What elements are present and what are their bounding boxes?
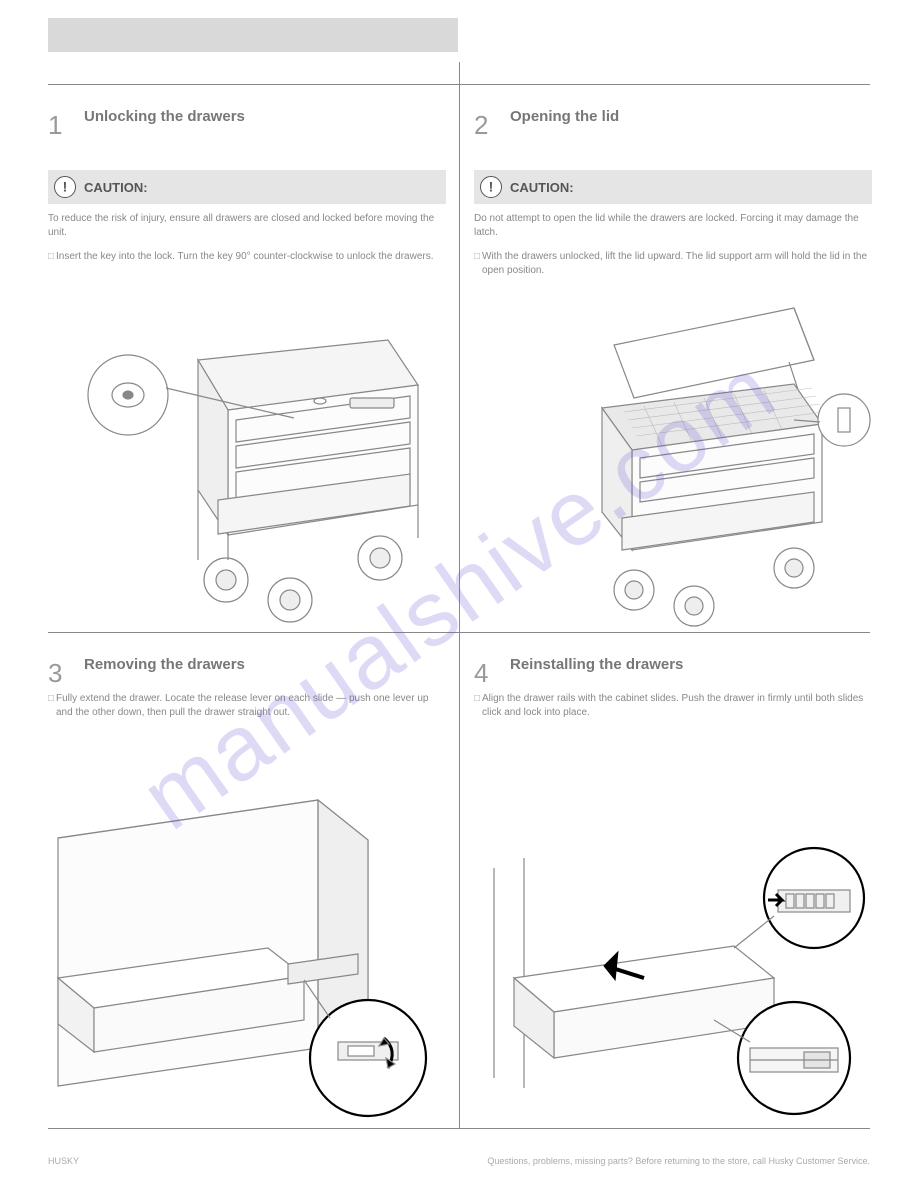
step-title: Removing the drawers bbox=[84, 656, 245, 673]
step-body: □ Align the drawer rails with the cabine… bbox=[482, 692, 872, 720]
step-4: 4 Reinstalling the drawers □ Align the d… bbox=[474, 648, 872, 1116]
illustration-drawer-remove bbox=[48, 778, 448, 1118]
step-title: Reinstalling the drawers bbox=[510, 656, 683, 673]
step-body: □ Fully extend the drawer. Locate the re… bbox=[56, 692, 446, 720]
rule-vert-lower bbox=[459, 632, 460, 1128]
rule-vert-upper bbox=[459, 62, 460, 632]
step-number: 1 bbox=[48, 110, 62, 141]
step-body: □ With the drawers unlocked, lift the li… bbox=[482, 250, 872, 278]
step-title: Unlocking the drawers bbox=[84, 108, 245, 125]
caution-label: CAUTION: bbox=[510, 180, 574, 195]
caution-text: To reduce the risk of injury, ensure all… bbox=[48, 212, 446, 239]
caution-box: CAUTION: bbox=[48, 170, 446, 204]
caution-text: Do not attempt to open the lid while the… bbox=[474, 212, 872, 239]
step-1: 1 Unlocking the drawers CAUTION: To redu… bbox=[48, 100, 446, 620]
footer-right: Questions, problems, missing parts? Befo… bbox=[487, 1156, 870, 1166]
step-number: 3 bbox=[48, 658, 62, 689]
step-body: □ Insert the key into the lock. Turn the… bbox=[56, 250, 446, 264]
step-number: 4 bbox=[474, 658, 488, 689]
rule-bottom bbox=[48, 1128, 870, 1129]
section-header: Operation bbox=[48, 18, 458, 52]
caution-box: CAUTION: bbox=[474, 170, 872, 204]
alert-icon bbox=[54, 176, 76, 198]
footer-left: HUSKY bbox=[48, 1156, 79, 1166]
illustration-cart-open-lid bbox=[494, 290, 874, 630]
step-number: 2 bbox=[474, 110, 488, 141]
step-title: Opening the lid bbox=[510, 108, 619, 125]
step-2: 2 Opening the lid CAUTION: Do not attemp… bbox=[474, 100, 872, 620]
step-3: 3 Removing the drawers □ Fully extend th… bbox=[48, 648, 446, 1116]
caution-label: CAUTION: bbox=[84, 180, 148, 195]
illustration-drawer-install bbox=[474, 828, 874, 1128]
footer: HUSKY Questions, problems, missing parts… bbox=[48, 1156, 870, 1166]
alert-icon bbox=[480, 176, 502, 198]
illustration-cart-locked bbox=[58, 300, 438, 630]
